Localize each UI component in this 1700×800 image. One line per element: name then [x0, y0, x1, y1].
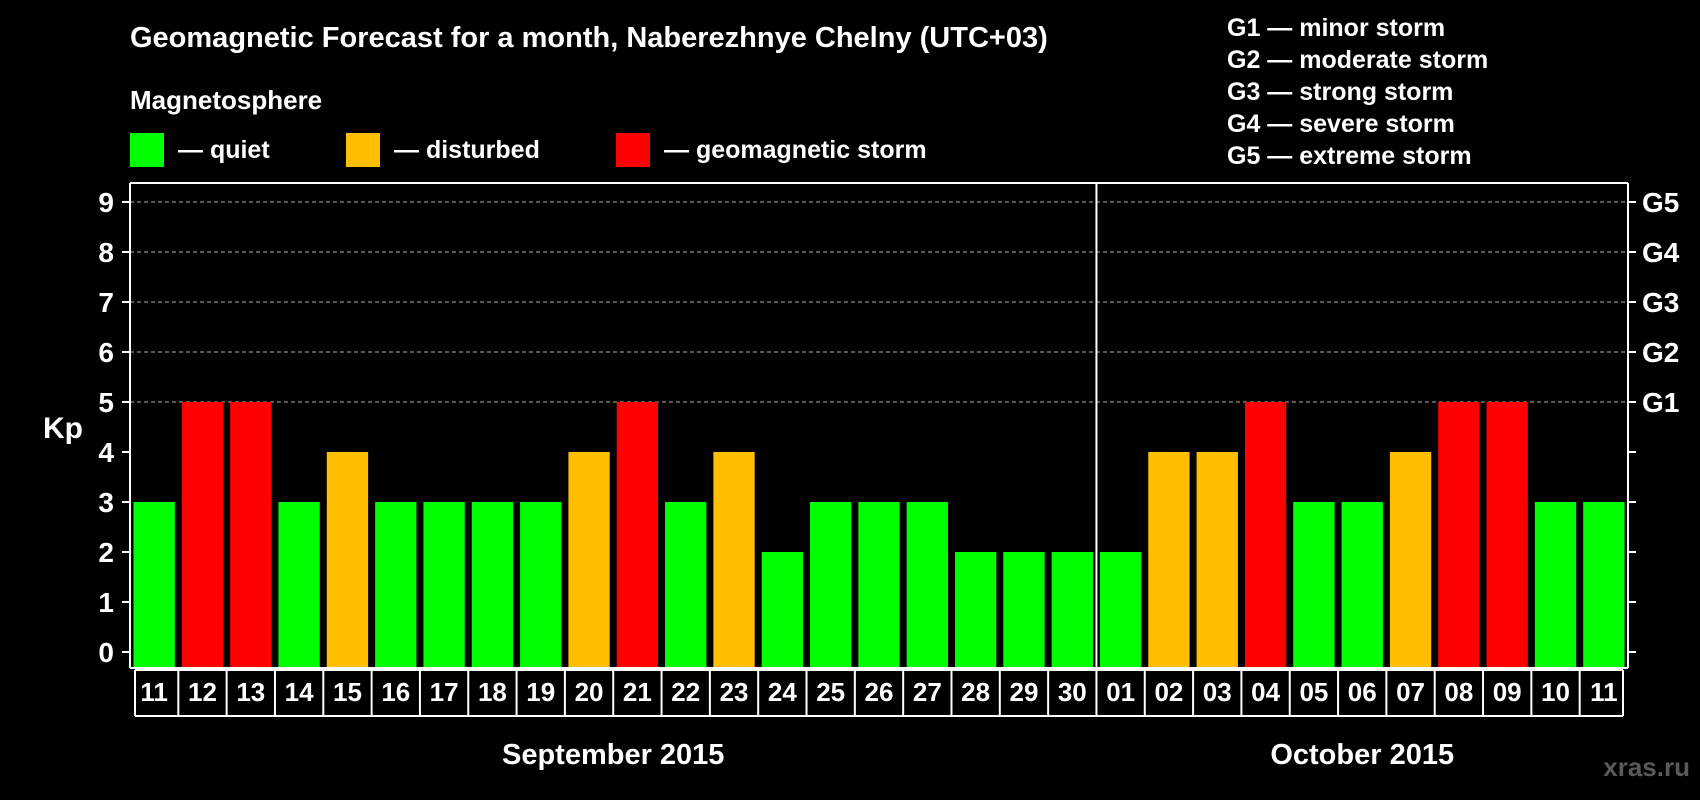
chart-title: Geomagnetic Forecast for a month, Nabere…: [130, 22, 1048, 54]
bar: [616, 402, 659, 667]
x-tick-label: 22: [671, 677, 700, 707]
legend-item-quiet: — quiet: [130, 133, 270, 167]
bar: [1196, 452, 1238, 667]
legend-item-disturbed: — disturbed: [346, 133, 540, 167]
bar: [1389, 452, 1432, 667]
bar: [858, 502, 900, 667]
x-tick-label: 03: [1203, 677, 1232, 707]
y-tick-label: 7: [98, 287, 114, 318]
bar: [1099, 552, 1142, 667]
x-tick-label: 11: [1590, 677, 1618, 707]
bar: [1341, 502, 1383, 667]
bar: [761, 552, 804, 667]
x-tick-label: 23: [720, 677, 749, 707]
x-tick-label: 15: [333, 677, 362, 707]
legend-label-disturbed: — disturbed: [394, 135, 540, 164]
x-tick-label: 08: [1444, 677, 1473, 707]
right-axis-label: G3: [1642, 287, 1679, 318]
y-tick-label: 9: [98, 187, 114, 218]
legend-swatch-quiet: [130, 133, 164, 167]
x-tick-label: 01: [1106, 677, 1135, 707]
y-tick-label: 5: [98, 387, 114, 418]
bar: [1583, 502, 1625, 667]
right-axis-label: G5: [1642, 187, 1679, 218]
y-axis-label: Kp: [43, 412, 83, 445]
y-tick-label: 0: [98, 637, 114, 668]
storm-scale-g2: G2 — moderate storm: [1227, 46, 1489, 74]
bar: [1438, 402, 1480, 667]
chart-subtitle: Magnetosphere: [130, 85, 323, 115]
y-tick-label: 4: [98, 437, 114, 468]
right-axis-label: G2: [1642, 337, 1679, 368]
legend-swatch-storm: [616, 133, 650, 167]
bar: [1534, 502, 1577, 667]
bar: [713, 452, 755, 667]
right-axis-label: G1: [1642, 387, 1679, 418]
bar: [1003, 552, 1045, 667]
bar: [1148, 452, 1190, 667]
bar: [230, 402, 272, 667]
bar: [1051, 552, 1093, 667]
x-tick-label: 13: [236, 677, 265, 707]
x-tick-label: 19: [526, 677, 555, 707]
x-tick-label: 11: [140, 677, 168, 707]
bar: [375, 502, 417, 667]
x-tick-label: 24: [768, 677, 797, 707]
month-label: October 2015: [1270, 739, 1454, 771]
x-tick-label: 12: [188, 677, 217, 707]
x-tick-label: 16: [381, 677, 410, 707]
x-tick-label: 26: [865, 677, 894, 707]
bar: [1244, 402, 1287, 667]
bar: [1486, 402, 1528, 667]
bar: [133, 502, 175, 667]
x-tick-label: 02: [1154, 677, 1183, 707]
bar: [954, 552, 997, 667]
x-tick-label: 18: [478, 677, 507, 707]
x-tick-label: 29: [1010, 677, 1039, 707]
storm-scale-g3: G3 — strong storm: [1227, 78, 1454, 106]
bar: [906, 502, 948, 667]
legend-item-storm: — geomagnetic storm: [616, 133, 927, 167]
y-tick-label: 6: [98, 337, 114, 368]
x-tick-label: 17: [430, 677, 459, 707]
x-tick-label: 28: [961, 677, 990, 707]
storm-scale-legend: G1 — minor storm G2 — moderate storm G3 …: [1227, 12, 1488, 172]
bar: [568, 452, 610, 667]
x-tick-label: 21: [623, 677, 652, 707]
x-tick-label: 20: [575, 677, 604, 707]
x-tick-label: 27: [913, 677, 942, 707]
watermark: xras.ru: [1603, 752, 1690, 782]
y-tick-label: 8: [98, 237, 114, 268]
x-tick-label: 10: [1541, 677, 1570, 707]
bar: [181, 402, 224, 667]
bar: [810, 502, 852, 667]
bar: [423, 502, 465, 667]
bar: [471, 502, 514, 667]
legend-swatch-disturbed: [346, 133, 380, 167]
legend-label-quiet: — quiet: [178, 135, 270, 164]
x-tick-label: 05: [1299, 677, 1328, 707]
x-tick-label: 04: [1251, 677, 1280, 707]
month-label: September 2015: [502, 739, 724, 771]
bar: [520, 502, 562, 667]
x-tick-label: 14: [285, 677, 314, 707]
right-axis-label: G4: [1642, 237, 1680, 268]
x-tick-label: 09: [1493, 677, 1522, 707]
y-tick-label: 2: [98, 537, 114, 568]
storm-scale-g1: G1 — minor storm: [1227, 14, 1446, 42]
x-tick-label: 30: [1058, 677, 1087, 707]
x-tick-label: 25: [816, 677, 845, 707]
bar: [1293, 502, 1335, 667]
x-tick-label: 06: [1348, 677, 1377, 707]
y-tick-label: 3: [98, 487, 114, 518]
storm-scale-g4: G4 — severe storm: [1227, 110, 1455, 138]
bar: [278, 502, 320, 667]
bar: [665, 502, 707, 667]
legend-label-storm: — geomagnetic storm: [664, 135, 927, 164]
bar: [326, 452, 369, 667]
storm-scale-g5: G5 — extreme storm: [1227, 142, 1472, 170]
y-tick-label: 1: [98, 587, 114, 618]
x-tick-label: 07: [1396, 677, 1425, 707]
